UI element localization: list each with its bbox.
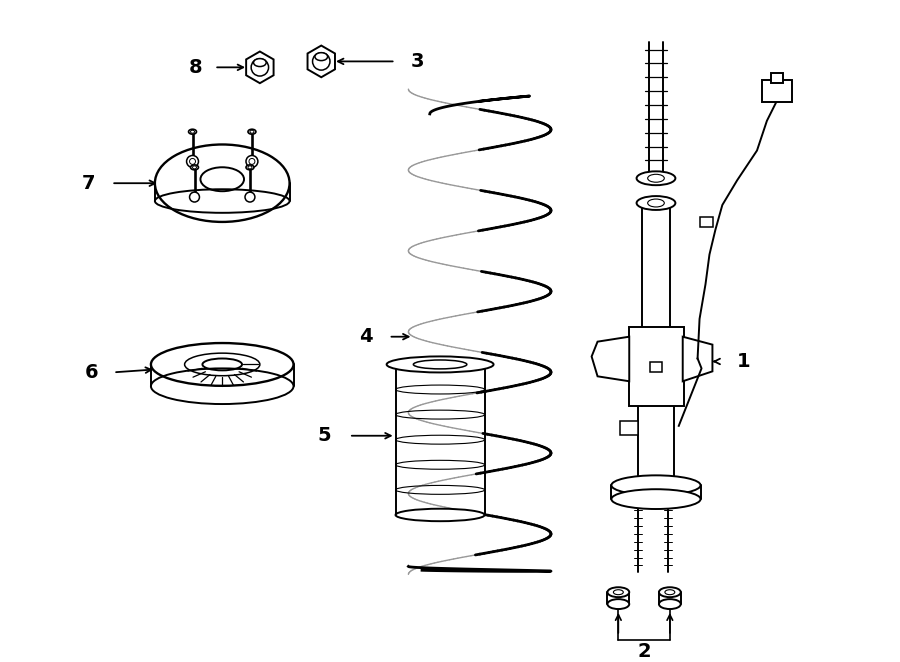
Ellipse shape: [611, 475, 700, 495]
Text: 8: 8: [189, 58, 202, 77]
Polygon shape: [591, 337, 629, 381]
Text: 3: 3: [410, 52, 424, 71]
Ellipse shape: [246, 165, 254, 170]
Text: 7: 7: [82, 173, 95, 193]
Ellipse shape: [636, 196, 675, 210]
FancyBboxPatch shape: [762, 80, 792, 102]
Text: 1: 1: [737, 352, 751, 371]
Text: 4: 4: [359, 327, 373, 346]
FancyBboxPatch shape: [771, 73, 783, 83]
Text: 6: 6: [85, 363, 98, 382]
Polygon shape: [308, 46, 335, 77]
Ellipse shape: [395, 508, 485, 521]
Ellipse shape: [254, 59, 266, 67]
Ellipse shape: [608, 599, 629, 609]
Text: 2: 2: [637, 642, 651, 661]
Circle shape: [190, 192, 200, 202]
Text: 5: 5: [318, 426, 331, 446]
Ellipse shape: [315, 53, 328, 61]
FancyBboxPatch shape: [699, 217, 714, 227]
Ellipse shape: [191, 165, 199, 170]
Circle shape: [246, 156, 258, 167]
FancyBboxPatch shape: [650, 363, 662, 372]
Ellipse shape: [611, 489, 700, 509]
FancyBboxPatch shape: [629, 327, 684, 406]
Polygon shape: [683, 337, 713, 381]
Ellipse shape: [387, 356, 493, 373]
Ellipse shape: [248, 129, 256, 134]
Ellipse shape: [636, 171, 675, 185]
Circle shape: [186, 156, 199, 167]
Ellipse shape: [659, 587, 680, 597]
Circle shape: [245, 192, 255, 202]
Ellipse shape: [659, 599, 680, 609]
Polygon shape: [246, 52, 274, 83]
Ellipse shape: [189, 129, 196, 134]
FancyBboxPatch shape: [620, 421, 638, 435]
Ellipse shape: [608, 587, 629, 597]
